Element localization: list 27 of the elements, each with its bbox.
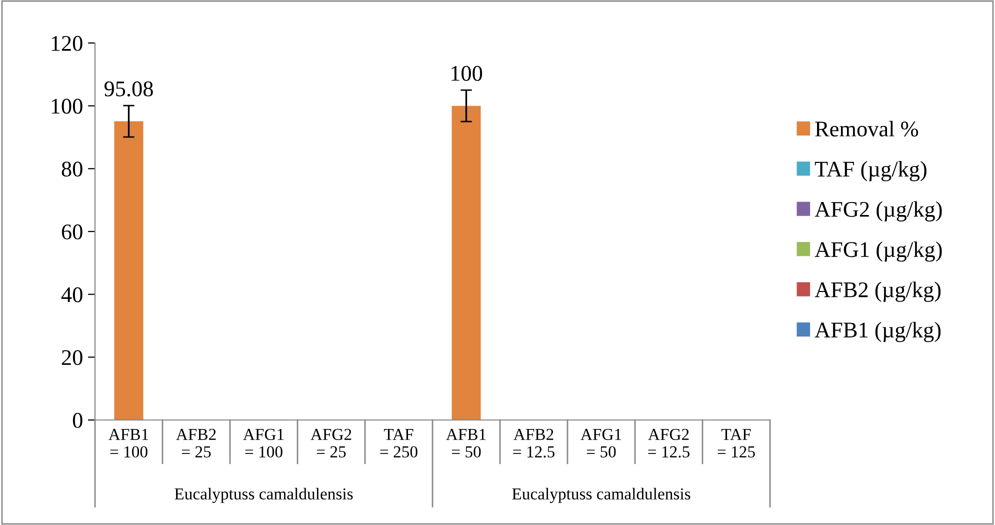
text: Eucalyptuss camaldulensis <box>512 488 690 503</box>
y-tick-label: 120 <box>52 36 82 51</box>
legend-label: AFG1 (µg/kg) <box>814 241 942 262</box>
legend-label: AFB1 (µg/kg) <box>814 322 941 342</box>
x-tick-label: AFB1 = 100 <box>108 428 148 458</box>
y-tick-label: 20 <box>62 350 82 366</box>
x-tick-label: AFB2 = 25 <box>176 428 216 458</box>
x-tick-label: TAF = 250 <box>380 428 418 458</box>
text: Eucalyptuss camaldulensis <box>174 488 353 503</box>
y-tick-label: 100 <box>52 98 82 114</box>
x-tick-label: AFB2 = 12.5 <box>513 428 554 458</box>
legend-label: AFG2 (µg/kg) <box>814 201 942 222</box>
legend-label: TAF (µg/kg) <box>814 161 926 182</box>
x-tick-label: AFB1 = 50 <box>446 428 486 458</box>
legend-label: Removal % <box>815 120 918 137</box>
y-tick-label: 40 <box>61 287 82 302</box>
data-label: 100 <box>452 66 482 81</box>
data-label: 95.08 <box>104 81 153 96</box>
y-tick-label: 80 <box>62 162 82 177</box>
y-tick-label: 0 <box>72 412 82 428</box>
x-tick-label: AFG1 = 100 <box>243 428 284 458</box>
x-tick-label: AFG2 = 12.5 <box>648 428 690 458</box>
x-tick-label: AFG1 = 50 <box>580 428 622 458</box>
legend-label: AFB2 (µg/kg) <box>814 282 941 302</box>
x-tick-label: AFG2 = 25 <box>310 428 352 458</box>
x-tick-label: TAF = 125 <box>718 428 755 458</box>
y-tick-label: 60 <box>62 224 82 240</box>
